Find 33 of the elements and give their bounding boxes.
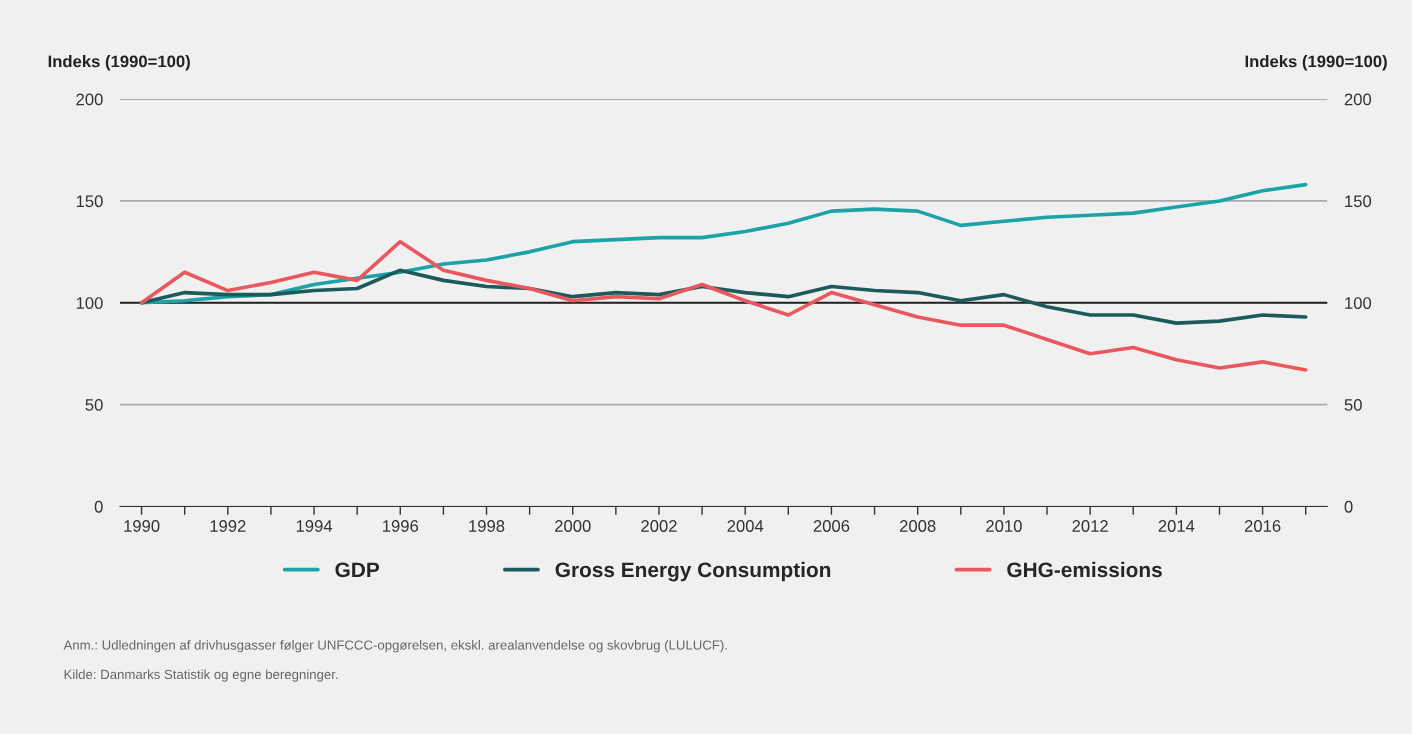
x-tick-label: 2016 (1244, 520, 1281, 532)
y-tick-label: 150 (76, 195, 103, 208)
y2-tick-label: 150 (1345, 195, 1372, 208)
x-tick-label: 2004 (727, 520, 764, 532)
x-tick-label: 1998 (469, 520, 505, 532)
legend-label: GDP (335, 562, 380, 578)
x-tick-label: 2012 (1072, 520, 1108, 532)
x-tick-label: 2008 (899, 520, 936, 532)
x-tick-label: 2000 (555, 520, 591, 532)
y2-tick-label: 100 (1345, 297, 1372, 309)
y-axis-title: Indeks (1990=100) (48, 55, 190, 71)
x-tick-label: 1994 (296, 520, 333, 532)
x-tick-label: 1990 (124, 520, 160, 532)
y-tick-label: 200 (76, 93, 103, 106)
y-tick-label: 0 (94, 500, 103, 513)
y2-tick-label: 200 (1344, 93, 1372, 106)
line-series (139, 182, 1308, 305)
x-tick-label: 2014 (1158, 520, 1195, 532)
y-tick-label: 50 (85, 399, 103, 411)
text: Kilde: Danmarks Statistik og egne beregninger. (64, 669, 338, 682)
x-tick-label: 2006 (813, 520, 850, 532)
line-series (139, 239, 1308, 372)
y2-axis-title: Indeks (1990=100) (1245, 55, 1387, 71)
legend-label: Gross Energy Consumption (555, 561, 831, 582)
x-tick-label: 2010 (986, 520, 1022, 532)
y2-tick-label: 0 (1344, 500, 1353, 513)
y-tick-label: 100 (76, 297, 103, 309)
x-tick-label: 1992 (210, 520, 246, 532)
x-tick-label: 1996 (383, 520, 419, 532)
x-tick-label: 2002 (641, 520, 677, 532)
y2-tick-label: 50 (1344, 399, 1362, 411)
text: Anm.: Udledningen af drivhusgasser følger UNFCCC-opgørelsen, ekskl. arealanvendelse og skovbrug (LULUCF). (63, 640, 727, 653)
legend-label: GHG-emissions (1007, 561, 1162, 578)
